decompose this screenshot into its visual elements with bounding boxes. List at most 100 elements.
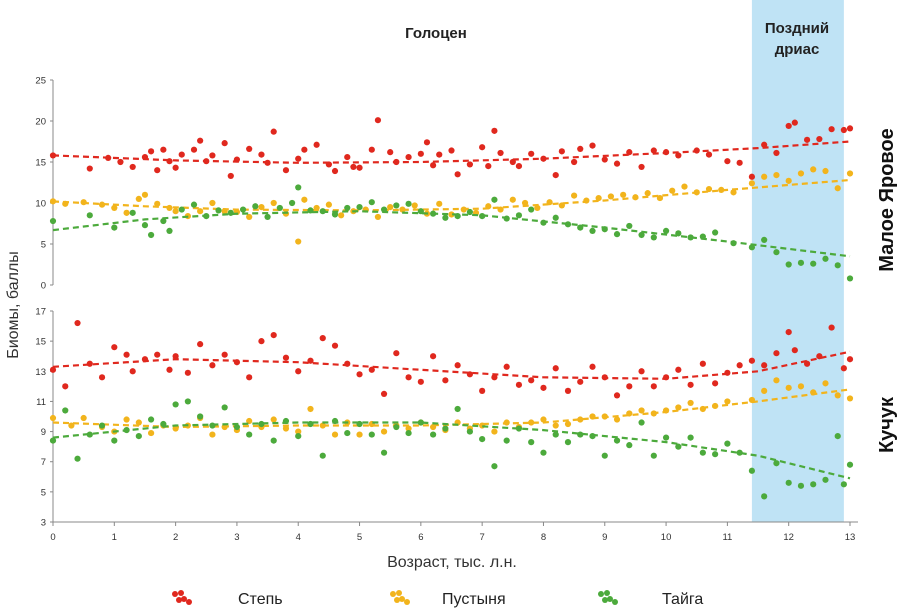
data-point [111, 344, 118, 351]
data-point [816, 135, 823, 143]
data-point [356, 164, 363, 171]
legend-marker-dot [176, 597, 182, 603]
late-dryas-header-line1: Поздний [765, 20, 829, 37]
data-point [313, 141, 320, 148]
legend-label: Пустыня [442, 591, 506, 608]
data-point [301, 196, 308, 203]
data-point [699, 449, 706, 456]
data-point [270, 128, 277, 135]
data-point [687, 381, 694, 388]
data-point [577, 378, 584, 385]
data-point [515, 212, 523, 219]
data-point [111, 204, 118, 212]
data-point [111, 224, 118, 231]
data-point [650, 452, 657, 459]
data-point [515, 425, 523, 432]
data-point [393, 350, 400, 357]
data-point [190, 201, 198, 208]
data-point [62, 407, 69, 414]
data-point [558, 148, 565, 155]
data-point [282, 425, 290, 432]
data-point [791, 347, 798, 354]
data-point [552, 431, 559, 438]
data-point [331, 431, 339, 438]
data-point [454, 171, 461, 178]
data-point [129, 163, 136, 171]
data-point [479, 387, 486, 394]
data-point [74, 455, 81, 462]
legend-marker-dot [390, 591, 396, 597]
data-point [497, 149, 504, 157]
data-point [485, 163, 492, 170]
x-tick-label: 8 [541, 532, 546, 543]
legend-marker-dot [612, 599, 618, 605]
data-point [840, 126, 847, 134]
data-point [773, 172, 780, 179]
data-point [154, 200, 161, 207]
data-point [626, 222, 633, 230]
data-point [724, 398, 731, 405]
data-point [662, 434, 670, 441]
data-point [773, 377, 780, 384]
data-point [135, 195, 142, 202]
data-point [338, 212, 345, 219]
data-point [846, 275, 854, 282]
data-point [577, 431, 584, 438]
data-point [430, 431, 437, 438]
data-point [601, 452, 608, 459]
data-point [350, 163, 357, 171]
data-point [595, 194, 602, 202]
legend-marker-dot [394, 597, 400, 603]
data-point [638, 407, 645, 414]
top-panel-plot [49, 117, 854, 282]
data-point [638, 163, 645, 171]
data-point [503, 363, 510, 370]
trend-line [52, 350, 851, 380]
data-point [344, 429, 351, 437]
data-point [98, 374, 106, 381]
data-point [417, 150, 424, 157]
data-point [154, 351, 161, 358]
data-point [491, 463, 498, 470]
data-point [687, 434, 694, 441]
data-point [552, 422, 559, 429]
data-point [270, 199, 277, 207]
data-point [840, 365, 847, 372]
legend-item: Пустыня [390, 590, 506, 608]
data-point [356, 431, 363, 438]
top-series-steppe [49, 117, 854, 180]
data-point [86, 165, 93, 172]
data-point [282, 167, 290, 174]
legend-marker-dot [396, 590, 402, 596]
top-panel-site-label: Малое Яровое [876, 128, 898, 272]
data-point [356, 371, 363, 378]
data-point [111, 437, 118, 444]
legend-marker-dot [186, 599, 192, 605]
legend-label: Степь [238, 591, 283, 608]
data-point [466, 161, 473, 168]
data-point [509, 196, 516, 203]
legend-label: Тайга [662, 591, 703, 608]
data-point [295, 428, 302, 435]
data-point [160, 217, 167, 225]
data-point [724, 158, 731, 165]
data-point [730, 189, 737, 196]
data-point [761, 387, 768, 394]
data-point [687, 399, 694, 407]
data-point [209, 431, 216, 438]
x-tick-label: 13 [845, 532, 856, 543]
data-point [209, 362, 216, 369]
data-point [129, 209, 136, 216]
data-point [528, 206, 535, 213]
data-point [49, 437, 57, 444]
legend-marker [598, 590, 618, 605]
data-point [442, 425, 449, 432]
data-point [393, 423, 400, 431]
data-point [528, 377, 535, 384]
data-point [331, 342, 339, 349]
data-point [748, 357, 756, 364]
data-point [411, 202, 418, 209]
data-point [773, 460, 780, 467]
data-point [209, 199, 216, 207]
data-point [822, 476, 829, 483]
